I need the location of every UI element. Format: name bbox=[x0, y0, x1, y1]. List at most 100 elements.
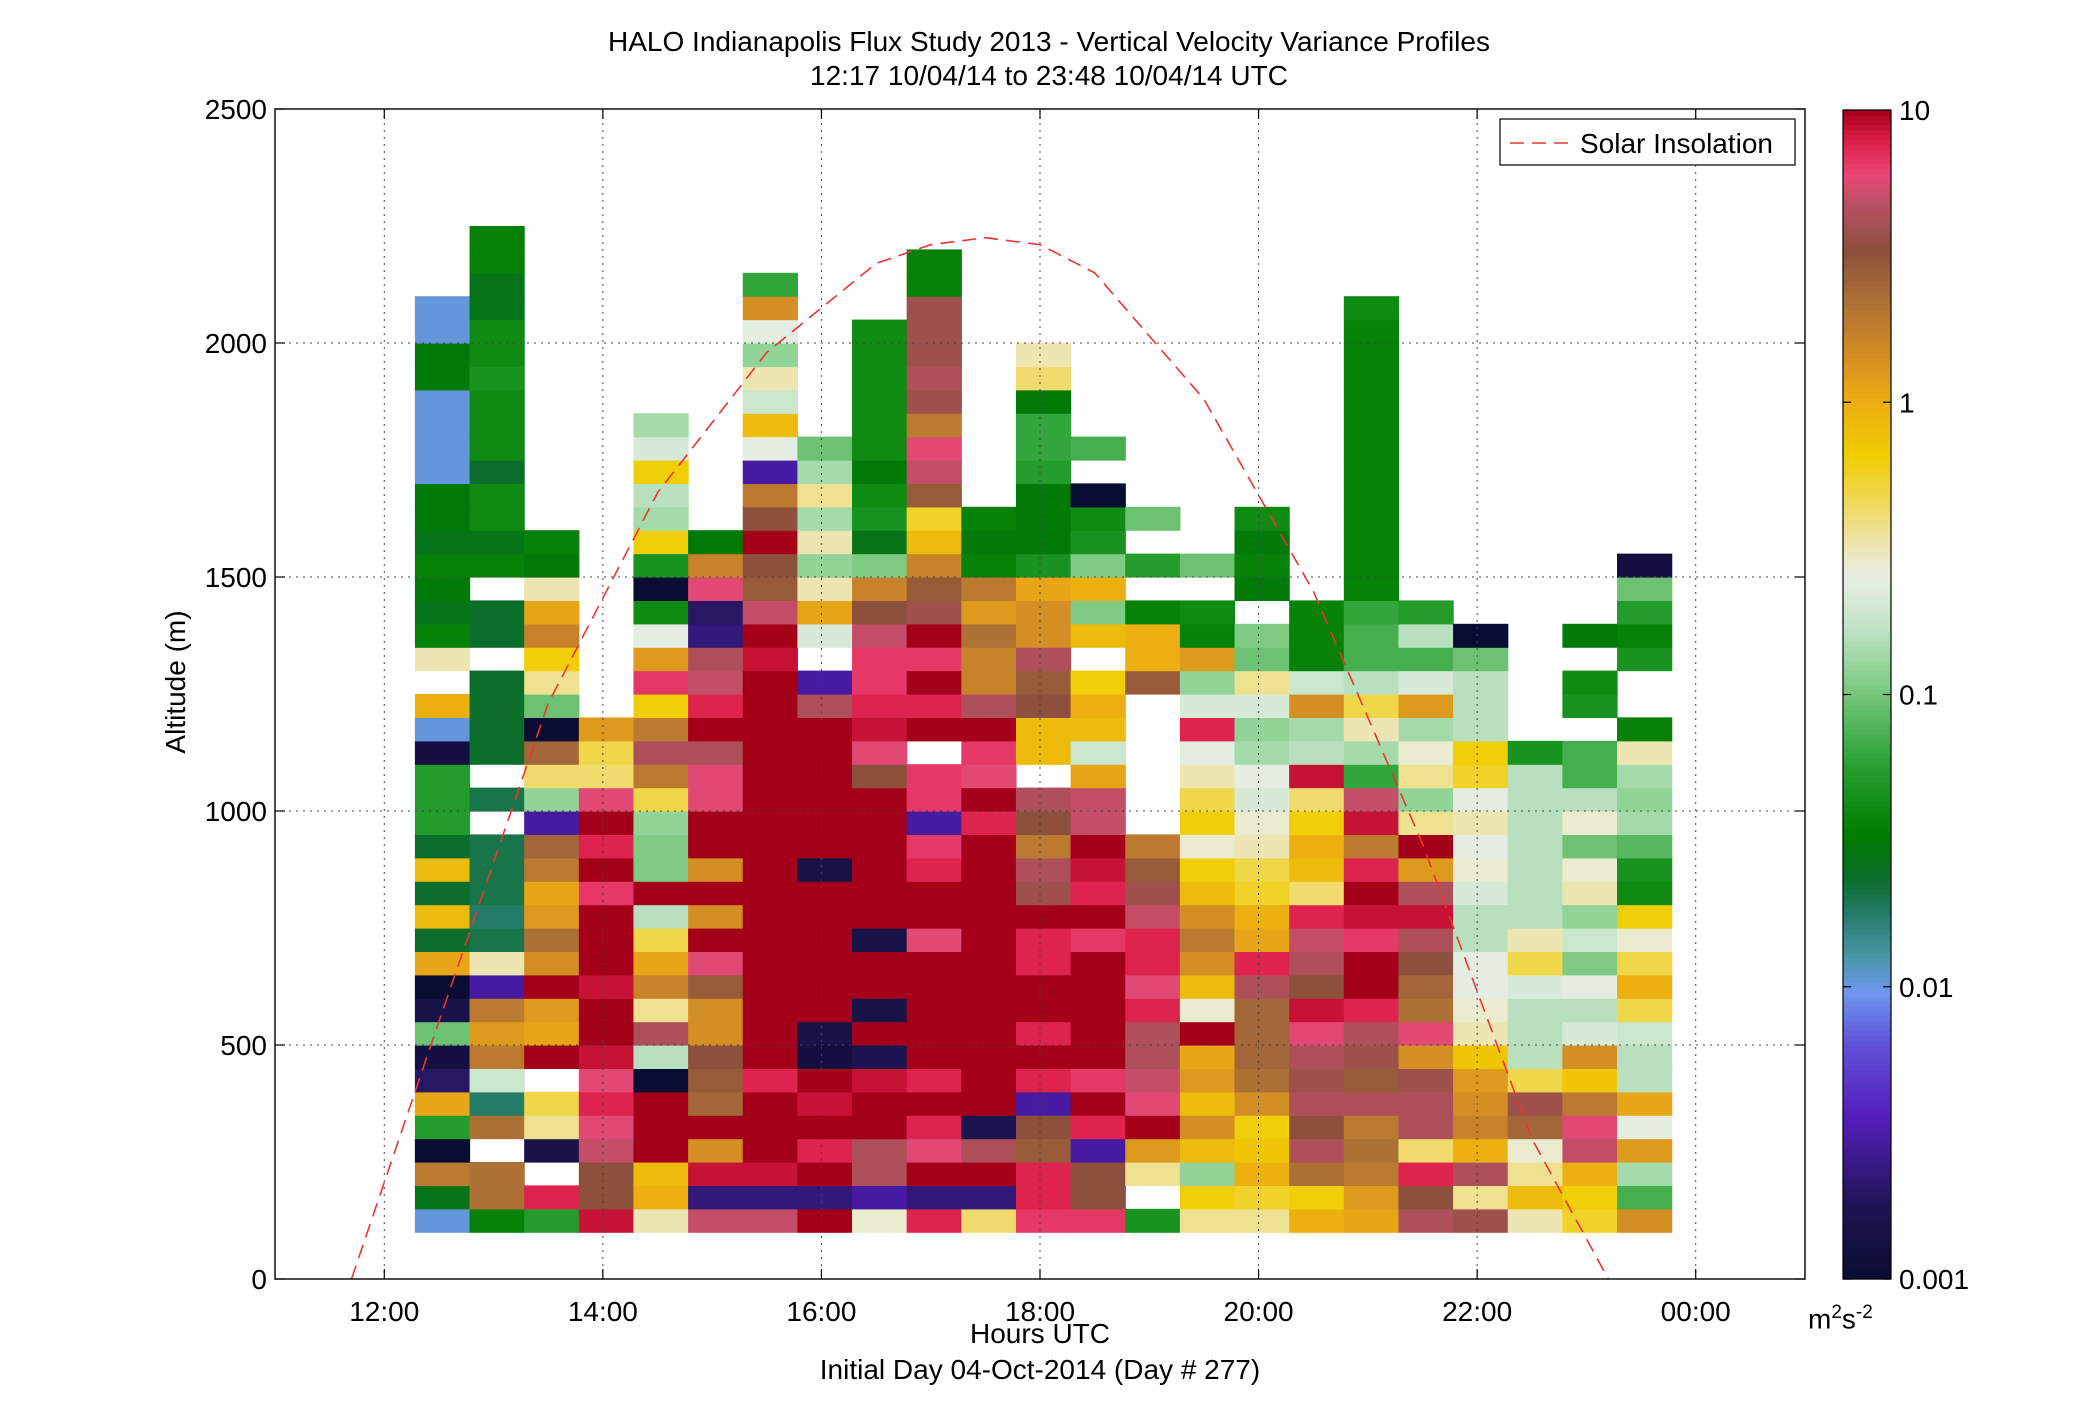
heatmap-cell bbox=[852, 928, 908, 952]
colorbar-segment bbox=[1843, 1191, 1891, 1197]
heatmap-cell bbox=[688, 577, 744, 601]
heatmap-cell bbox=[1343, 928, 1400, 952]
heatmap-cell bbox=[1507, 1068, 1563, 1093]
colorbar-segment bbox=[1843, 942, 1891, 949]
heatmap-cell bbox=[1289, 647, 1345, 672]
heatmap-cell bbox=[1179, 811, 1236, 835]
colorbar-segment bbox=[1843, 1089, 1891, 1095]
heatmap-cell bbox=[852, 460, 908, 484]
heatmap-cell bbox=[524, 623, 580, 648]
colorbar-segment bbox=[1843, 533, 1891, 540]
colorbar-segment bbox=[1843, 675, 1891, 681]
heatmap-cell bbox=[1070, 1068, 1126, 1093]
colorbar-segment bbox=[1843, 577, 1891, 584]
heatmap-cell bbox=[1125, 974, 1181, 999]
heatmap-cell bbox=[1562, 1021, 1618, 1046]
colorbar-segment bbox=[1843, 562, 1891, 569]
heatmap-cell bbox=[852, 717, 908, 742]
heatmap-cell bbox=[742, 389, 798, 414]
heatmap-cell bbox=[1015, 483, 1072, 508]
heatmap-cell bbox=[469, 881, 525, 906]
heatmap-cell bbox=[852, 998, 908, 1023]
heatmap-cell bbox=[961, 553, 1017, 578]
heatmap-cell bbox=[1562, 764, 1618, 789]
heatmap-cell bbox=[1617, 1068, 1673, 1093]
heatmap-cell bbox=[742, 436, 798, 461]
heatmap-cell bbox=[633, 811, 689, 835]
heatmap-cell bbox=[1179, 974, 1236, 999]
heatmap-cell bbox=[688, 553, 744, 578]
heatmap-cell bbox=[1343, 717, 1400, 742]
heatmap-cell bbox=[1289, 787, 1345, 812]
heatmap-cell bbox=[1015, 928, 1072, 952]
heatmap-cell bbox=[524, 670, 580, 695]
heatmap-cell bbox=[1343, 319, 1400, 344]
heatmap-cell bbox=[1015, 1208, 1072, 1233]
heatmap-cell bbox=[1398, 857, 1454, 882]
heatmap-cell bbox=[578, 1208, 635, 1233]
heatmap-cell bbox=[1125, 600, 1181, 625]
heatmap-cell bbox=[688, 811, 744, 835]
heatmap-cell bbox=[1343, 530, 1400, 555]
heatmap-cell bbox=[1617, 1115, 1673, 1140]
colorbar-segment bbox=[1843, 928, 1891, 934]
heatmap-cell bbox=[469, 740, 525, 765]
heatmap-cell bbox=[1562, 881, 1618, 906]
heatmap-cell bbox=[469, 1045, 525, 1069]
colorbar-segment bbox=[1843, 236, 1891, 243]
heatmap-cell bbox=[742, 1208, 798, 1233]
colorbar-segment bbox=[1843, 1215, 1891, 1222]
colorbar-segment bbox=[1843, 767, 1891, 774]
heatmap-cell bbox=[852, 740, 908, 765]
heatmap-cell bbox=[1289, 764, 1345, 789]
colorbar-segment bbox=[1843, 762, 1891, 769]
heatmap-cell bbox=[1398, 811, 1454, 835]
heatmap-cell bbox=[961, 530, 1017, 555]
heatmap-cell bbox=[414, 413, 471, 438]
colorbar-segment bbox=[1843, 134, 1891, 140]
heatmap-cell bbox=[1070, 998, 1126, 1023]
heatmap-cell bbox=[1398, 1091, 1454, 1116]
heatmap-cell bbox=[414, 1091, 471, 1116]
colorbar-segment bbox=[1843, 1157, 1891, 1163]
heatmap-cell bbox=[961, 623, 1017, 648]
heatmap-cell bbox=[961, 670, 1017, 695]
heatmap-cell bbox=[469, 857, 525, 882]
heatmap-cell bbox=[414, 904, 471, 929]
colorbar-segment bbox=[1843, 1035, 1891, 1041]
heatmap-cell bbox=[1070, 694, 1126, 718]
colorbar-segment bbox=[1843, 280, 1891, 286]
heatmap-cell bbox=[1343, 460, 1400, 484]
heatmap-cell bbox=[1234, 1021, 1290, 1046]
colorbar-segment bbox=[1843, 265, 1891, 272]
colorbar-segment bbox=[1843, 524, 1891, 530]
heatmap-cell bbox=[469, 787, 525, 812]
heatmap-cell bbox=[852, 577, 908, 601]
heatmap-cell bbox=[906, 460, 962, 484]
heatmap-cell bbox=[1398, 1045, 1454, 1069]
heatmap-cell bbox=[1015, 670, 1072, 695]
colorbar-units: m2s-2 bbox=[1808, 1302, 1873, 1335]
heatmap-cell bbox=[1070, 1091, 1126, 1116]
x-tick-label: 20:00 bbox=[1224, 1296, 1294, 1327]
heatmap-cell bbox=[524, 951, 580, 976]
heatmap-cell bbox=[852, 530, 908, 555]
colorbar-segment bbox=[1843, 1259, 1891, 1265]
heatmap-cell bbox=[1179, 998, 1236, 1023]
heatmap-cell bbox=[852, 319, 908, 344]
heatmap-cell bbox=[414, 343, 471, 367]
heatmap-cell bbox=[742, 647, 798, 672]
heatmap-cell bbox=[906, 974, 962, 999]
heatmap-cell bbox=[414, 623, 471, 648]
heatmap-cell bbox=[961, 904, 1017, 929]
heatmap-cell bbox=[1343, 553, 1400, 578]
x-tick-label: 14:00 bbox=[568, 1296, 638, 1327]
heatmap-cell bbox=[1070, 1115, 1126, 1140]
colorbar-segment bbox=[1843, 684, 1891, 691]
heatmap-cell bbox=[1015, 811, 1072, 835]
heatmap-cell bbox=[1398, 717, 1454, 742]
heatmap-cell bbox=[742, 600, 798, 625]
colorbar-segment bbox=[1843, 231, 1891, 238]
heatmap-cell bbox=[1015, 530, 1072, 555]
heatmap-cell bbox=[469, 1115, 525, 1140]
